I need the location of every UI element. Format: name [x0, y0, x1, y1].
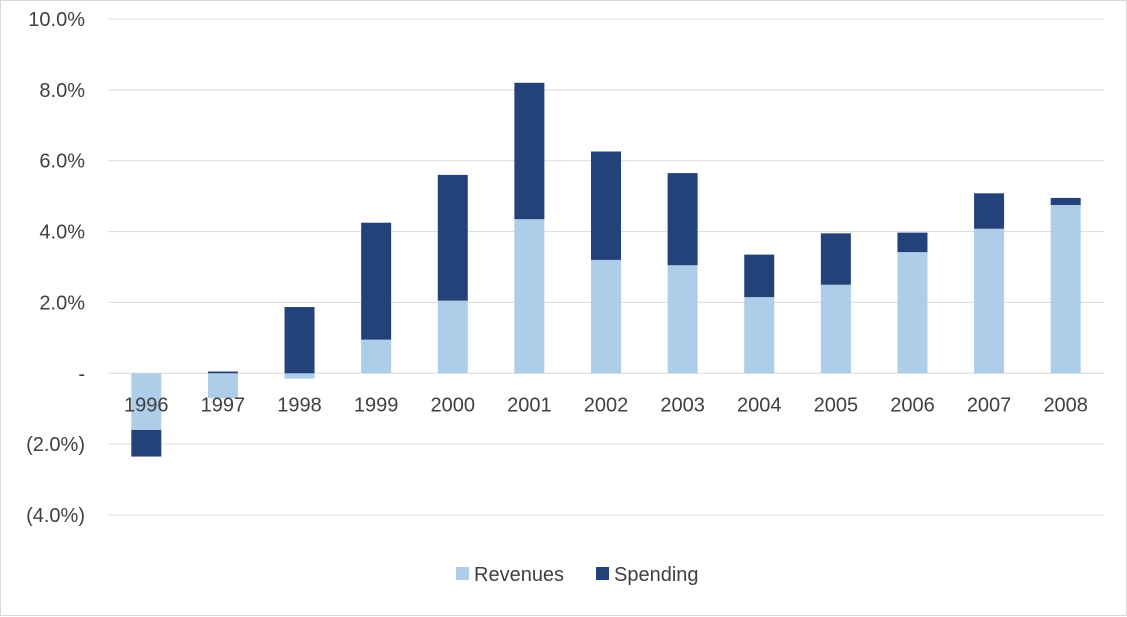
x-category-label: 2007 [967, 394, 1012, 416]
x-category-label: 2004 [737, 394, 782, 416]
legend-swatch-spending [596, 567, 609, 580]
x-category-label: 2005 [814, 394, 859, 416]
y-tick-label: (4.0%) [26, 505, 85, 527]
bar-spending-2002 [591, 151, 621, 260]
y-tick-label: 2.0% [39, 292, 85, 314]
bars [131, 82, 1081, 457]
bar-revenues-2008 [1050, 205, 1081, 374]
y-tick-label: 6.0% [39, 151, 85, 173]
bar-spending-1996 [131, 429, 162, 457]
y-tick-label: (2.0%) [26, 434, 85, 456]
bar-spending-1997 [207, 371, 238, 374]
bar-spending-2004 [744, 254, 775, 298]
x-axis-category-labels: 1996 1997 1998 1999 2000 2001 2002 2003 2004 2005… [124, 394, 1088, 416]
bar-spending-2006 [897, 232, 928, 253]
bar-revenues-1996 [131, 373, 162, 430]
bar-revenues-2000 [437, 300, 468, 374]
bar-spending-2007 [974, 193, 1005, 229]
y-tick-label: 4.0% [39, 222, 85, 244]
legend: Revenues Spending [456, 564, 699, 586]
x-category-label: 2000 [431, 394, 476, 416]
legend-swatch-revenues [456, 567, 469, 580]
bar-revenues-2007 [974, 228, 1005, 374]
y-tick-label: - [78, 363, 85, 385]
x-category-label: 2002 [584, 394, 629, 416]
bar-spending-2005 [820, 233, 851, 285]
bar-revenues-2005 [820, 284, 851, 374]
x-category-label: 1996 [124, 394, 169, 416]
bar-spending-1999 [361, 222, 392, 340]
x-category-label: 2008 [1043, 394, 1088, 416]
bar-revenues-1999 [361, 339, 392, 374]
legend-label-revenues: Revenues [474, 564, 564, 586]
y-tick-label: 8.0% [39, 80, 85, 102]
bar-revenues-2006 [897, 252, 928, 374]
bar-revenues-1997 [207, 373, 238, 399]
y-tick-label: 10.0% [28, 9, 85, 31]
bar-spending-2008 [1050, 197, 1081, 205]
bar-revenues-2003 [667, 265, 698, 374]
bar-revenues-1998 [284, 373, 315, 379]
legend-label-spending: Spending [614, 564, 699, 586]
x-category-label: 2006 [890, 394, 935, 416]
x-category-label: 2001 [507, 394, 552, 416]
bar-revenues-2002 [591, 259, 621, 374]
bar-spending-1998 [284, 307, 315, 374]
bar-revenues-2004 [744, 297, 775, 374]
bar-spending-2000 [437, 174, 468, 301]
x-category-label: 1999 [354, 394, 399, 416]
x-category-label: 2003 [660, 394, 705, 416]
x-category-label: 1997 [201, 394, 246, 416]
bar-spending-2001 [514, 82, 545, 220]
bar-revenues-2001 [514, 219, 545, 374]
y-axis-tick-labels: 10.0% 8.0% 6.0% 4.0% 2.0% - (2.0%) (4.0%) [26, 9, 85, 527]
bar-spending-2003 [667, 173, 698, 266]
x-category-label: 1998 [277, 394, 322, 416]
